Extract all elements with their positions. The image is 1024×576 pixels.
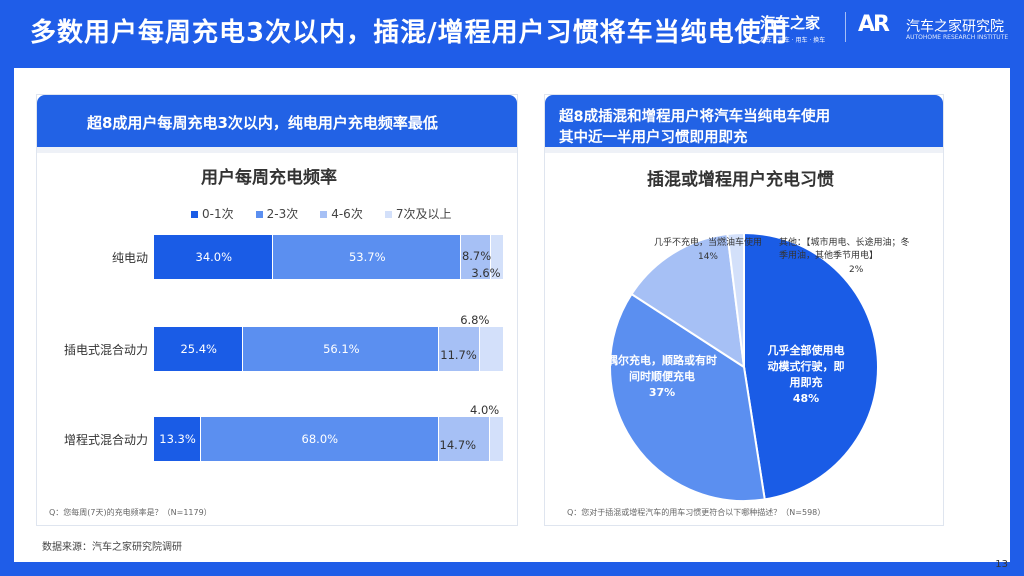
bar-segment xyxy=(242,327,440,371)
bar-value-label: 6.8% xyxy=(460,313,490,327)
pie-other-line1: 其他：【城市用电、长途用油；冬 xyxy=(779,238,910,248)
right-heading-line2: 其中近一半用户习惯即用即充 xyxy=(559,130,748,146)
category-label: 纯电动 xyxy=(111,251,148,265)
legend-item: 4-6次 xyxy=(320,205,363,222)
legend-swatch xyxy=(320,211,328,218)
right-panel: 超8成插混和增程用户将汽车当纯电车使用 其中近一半用户习惯即用即充 插混或增程用… xyxy=(544,94,944,526)
page-number: 13 xyxy=(995,559,1008,570)
autohome-logo: 汽车之家 看车 · 买车 · 用车 · 换车 xyxy=(760,12,825,44)
bar-segment xyxy=(490,417,504,461)
bar-value-label: 68.0% xyxy=(301,432,339,446)
logo-text: 汽车之家 xyxy=(760,14,821,32)
bar-segment xyxy=(480,327,504,371)
pie-chart-title: 插混或增程用户充电习惯 xyxy=(647,170,834,190)
right-question-note: Q：您对于插混或增程汽车的用车习惯更符合以下哪种描述？（N=598） xyxy=(567,508,826,517)
pie-big-line1: 几乎全部使用电 xyxy=(767,344,845,357)
bar-segment xyxy=(491,235,504,279)
pie-slice xyxy=(726,231,745,368)
institute-name: 汽车之家研究院 xyxy=(906,19,1004,35)
bar-value-label: 34.0% xyxy=(195,250,233,264)
bar-value-label: 14.7% xyxy=(439,438,477,452)
logo-divider xyxy=(845,12,846,42)
pie-mid-line2: 间时顺便充电 xyxy=(629,370,695,383)
legend-swatch xyxy=(191,211,198,218)
stacked-bar-chart: 纯电动 34.0% 53.7% 8.7% 3.6% 插电式混合动力 25.4% 56.1% 11… xyxy=(37,95,517,525)
bar-value-label: 8.7% xyxy=(461,249,492,263)
pie-other-value: 2% xyxy=(849,265,864,275)
legend-item: 7次及以上 xyxy=(384,205,452,222)
pie-other-line2: 季用油，其他季节用电】 xyxy=(779,251,879,261)
bar-chart-title: 用户每周充电频率 xyxy=(201,168,337,188)
ar-logo-icon: AR xyxy=(858,12,890,37)
content-area: 超8成用户每周充电3次以内，纯电用户充电频率最低 用户每周充电频率 0-1次 2-… xyxy=(14,68,1010,562)
left-heading-text: 超8成用户每周充电3次以内，纯电用户充电频率最低 xyxy=(87,114,438,132)
legend-item: 2-3次 xyxy=(255,205,299,222)
pie-label-mid: 偶尔充电，顺路或有时 间时顺便充电 37% xyxy=(607,353,717,401)
right-panel-heading: 超8成插混和增程用户将汽车当纯电车使用 其中近一半用户习惯即用即充 xyxy=(545,95,943,153)
bar-value-label: 53.7% xyxy=(348,250,386,264)
left-panel: 超8成用户每周充电3次以内，纯电用户充电频率最低 用户每周充电频率 0-1次 2-… xyxy=(36,94,518,526)
pie-big-value: 48% xyxy=(792,392,820,405)
bar-value-label: 25.4% xyxy=(180,342,217,356)
pie-label-other: 其他：【城市用电、长途用油；冬 季用油，其他季节用电】 2% xyxy=(779,235,929,275)
legend-label: 4-6次 xyxy=(331,207,363,221)
pie-mid-line1: 偶尔充电，顺路或有时 xyxy=(607,354,717,367)
pie-small-line1: 几乎不充电，当燃油车使用 xyxy=(653,238,762,248)
institute-name-en: AUTOHOME RESEARCH INSTITUTE xyxy=(906,34,1009,41)
bar-segment xyxy=(200,417,439,461)
pie-label-big: 几乎全部使用电 动模式行驶，即 用即充 48% xyxy=(761,343,851,407)
bar-segment xyxy=(460,235,492,279)
pie-label-small: 几乎不充电，当燃油车使用 14% xyxy=(633,235,783,262)
right-heading-line1: 超8成插混和增程用户将汽车当纯电车使用 xyxy=(559,109,831,125)
left-question-note: Q：您每周(7天)的充电频率是？（N=1179） xyxy=(49,508,212,517)
bar-value-label: 56.1% xyxy=(323,342,360,356)
legend-label: 0-1次 xyxy=(202,207,234,221)
legend-item: 0-1次 xyxy=(191,205,234,222)
bar-value-label: 3.6% xyxy=(471,266,501,280)
bar-value-label: 13.3% xyxy=(159,432,196,446)
pie-slice xyxy=(630,232,746,370)
bar-value-label: 4.0% xyxy=(470,403,500,417)
left-panel-heading: 超8成用户每周充电3次以内，纯电用户充电频率最低 xyxy=(37,95,517,153)
bar-value-label: 11.7% xyxy=(440,348,477,362)
pie-small-value: 14% xyxy=(697,252,718,262)
legend-swatch xyxy=(255,211,263,218)
category-label: 增程式混合动力 xyxy=(63,433,148,447)
page-title: 多数用户每周充电3次以内，插混/增程用户习惯将车当纯电使用 xyxy=(30,18,789,48)
bar-segment xyxy=(439,327,481,371)
data-source: 数据来源：汽车之家研究院调研 xyxy=(42,542,182,553)
bar-segment xyxy=(154,417,201,461)
pie-slice xyxy=(609,292,766,502)
bar-segment xyxy=(154,327,243,371)
legend-label: 7次及以上 xyxy=(395,207,452,221)
bar-segment xyxy=(438,417,490,461)
bar-segment xyxy=(154,235,273,279)
bar-legend: 0-1次 2-3次 4-6次 7次及以上 xyxy=(191,205,451,222)
logo-slogan: 看车 · 买车 · 用车 · 换车 xyxy=(760,37,826,44)
legend-label: 2-3次 xyxy=(266,207,299,221)
pie-big-line2: 动模式行驶，即 xyxy=(767,360,845,373)
bar-segment xyxy=(273,235,461,279)
pie-mid-value: 37% xyxy=(648,386,676,399)
category-label: 插电式混合动力 xyxy=(63,343,148,357)
legend-swatch xyxy=(384,211,392,218)
pie-big-line3: 用即充 xyxy=(789,376,823,389)
pie-chart xyxy=(609,231,879,502)
pie-slice xyxy=(743,231,879,501)
